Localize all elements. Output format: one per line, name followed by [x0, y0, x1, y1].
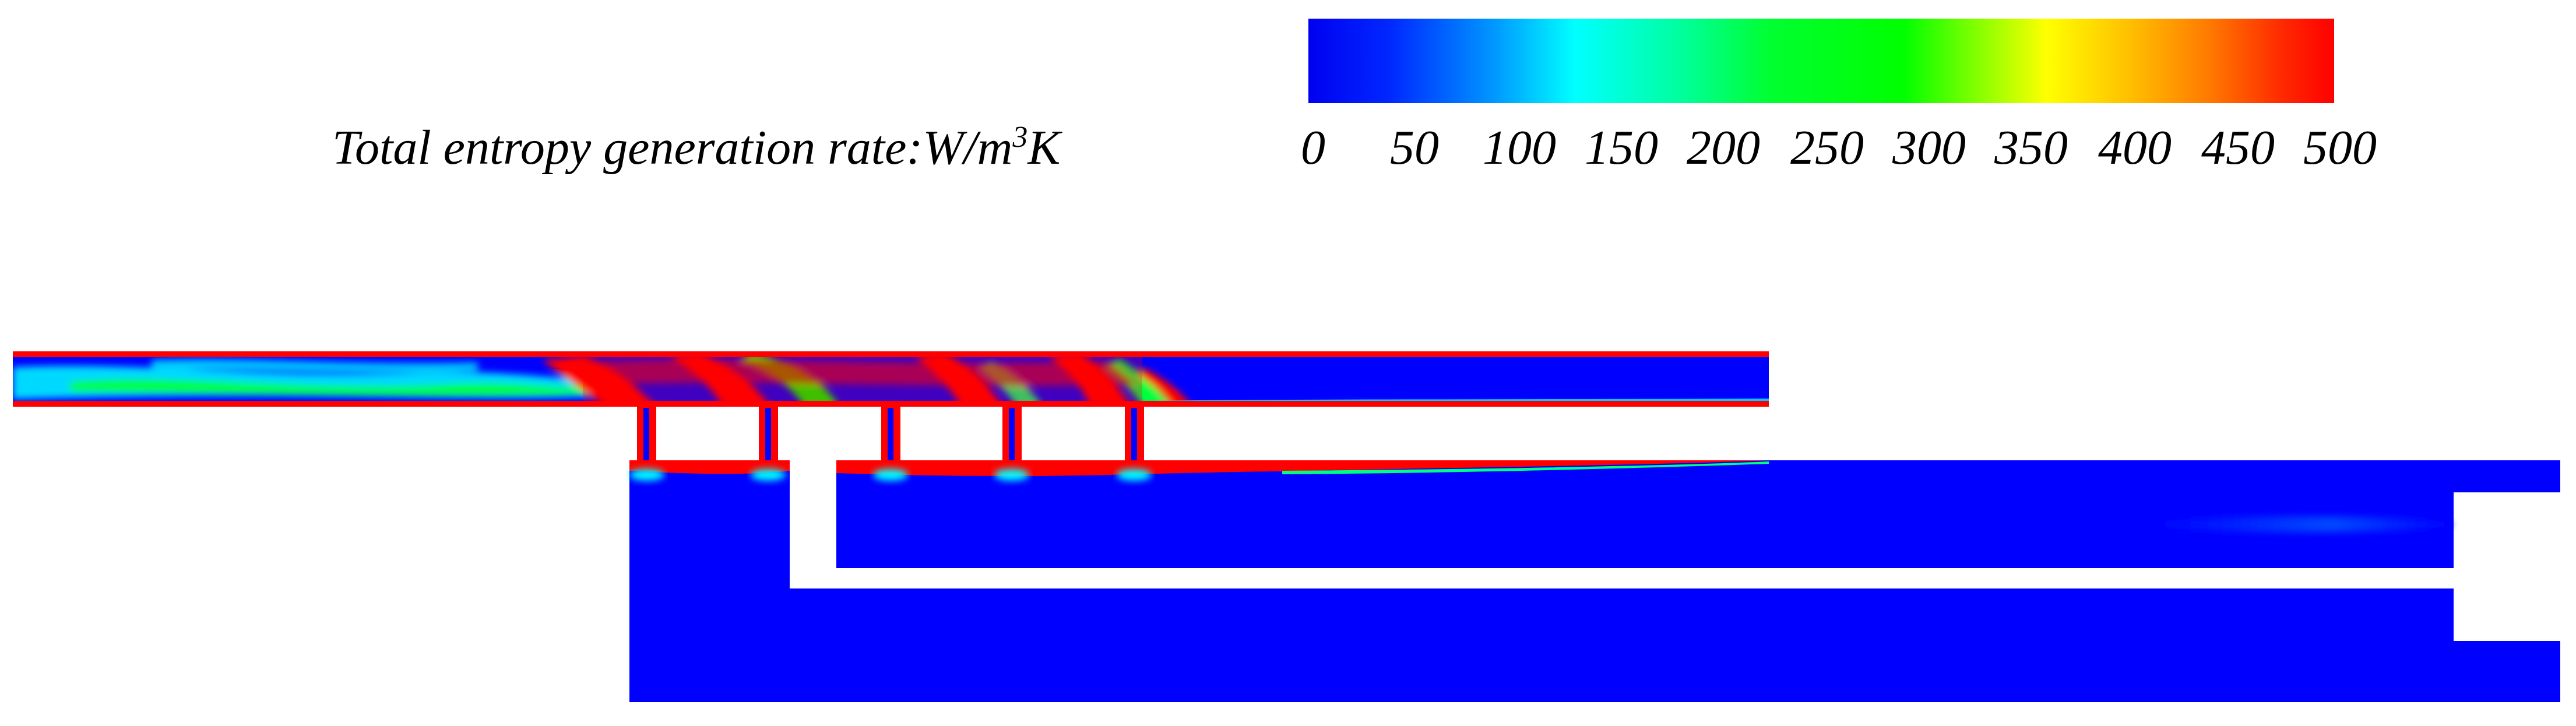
lower-domain — [629, 460, 2560, 702]
tick-label: 350 — [1994, 121, 2068, 175]
legend-title-exponent: 3 — [1012, 121, 1028, 154]
tick-label: 400 — [2098, 121, 2172, 175]
tick-label: 300 — [1892, 121, 1966, 175]
colorbar-ticks: 0 50 100 150 200 250 300 350 400 450 500 — [1301, 119, 2377, 184]
tick-label: 150 — [1585, 121, 1658, 175]
tick-label: 200 — [1687, 121, 1760, 175]
tick-label: 250 — [1790, 121, 1864, 175]
tick-label: 0 — [1301, 121, 1325, 175]
middle-channel — [836, 460, 2560, 568]
legend-title-unit-tail: K — [1027, 121, 1061, 175]
tick-label: 450 — [2201, 121, 2275, 175]
upper-channel — [13, 351, 1769, 407]
connecting-holes — [637, 407, 1144, 465]
legend-title: Total entropy generation rate:W/m3K — [332, 119, 1060, 176]
colorbar — [1308, 19, 2334, 103]
tick-label: 100 — [1483, 121, 1556, 175]
tick-label: 50 — [1390, 121, 1439, 175]
block-top-band — [629, 460, 1152, 481]
legend-title-text: Total entropy generation rate:W/m — [332, 121, 1013, 175]
colorbar-gradient — [1308, 19, 2334, 103]
tick-label: 500 — [2303, 121, 2377, 175]
